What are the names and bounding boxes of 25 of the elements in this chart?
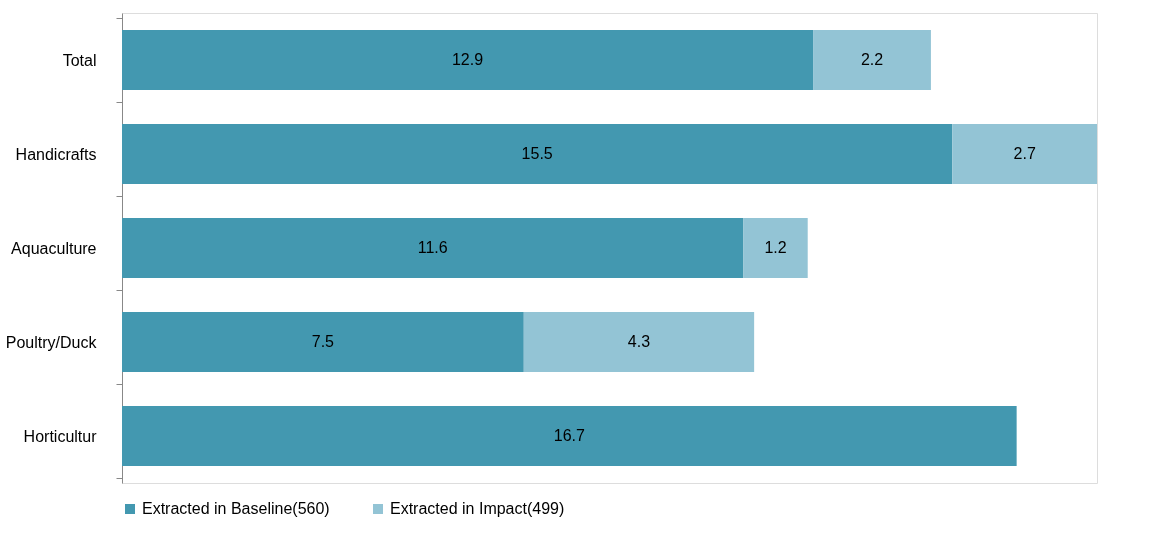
data-label: 16.7 <box>553 427 585 444</box>
legend-label: Extracted in Baseline(560) <box>142 500 330 517</box>
bar <box>122 30 814 90</box>
y-tick-label: Aquaculture <box>11 239 97 257</box>
bar <box>122 312 524 372</box>
bar <box>122 218 744 278</box>
bar <box>122 124 953 184</box>
bar <box>743 218 808 278</box>
data-label: 4.3 <box>627 333 651 350</box>
bar <box>122 406 1017 466</box>
data-label: 1.2 <box>764 239 787 256</box>
y-tick-label: Total <box>62 51 97 69</box>
data-label: 2.7 <box>1013 145 1036 162</box>
bar <box>523 312 755 372</box>
data-label: 11.6 <box>417 239 448 256</box>
data-label: 12.9 <box>451 51 484 68</box>
y-tick-label: Poultry/Duck <box>5 333 98 351</box>
bar <box>813 30 931 90</box>
data-label: 7.5 <box>311 333 335 350</box>
data-label: 15.5 <box>521 145 553 162</box>
legend-label: Extracted in Impact(499) <box>390 500 565 517</box>
y-tick-label: Horticultur <box>23 427 98 445</box>
data-label: 2.2 <box>860 51 884 68</box>
bar <box>952 124 1097 184</box>
y-tick-label: Handicrafts <box>15 145 97 163</box>
